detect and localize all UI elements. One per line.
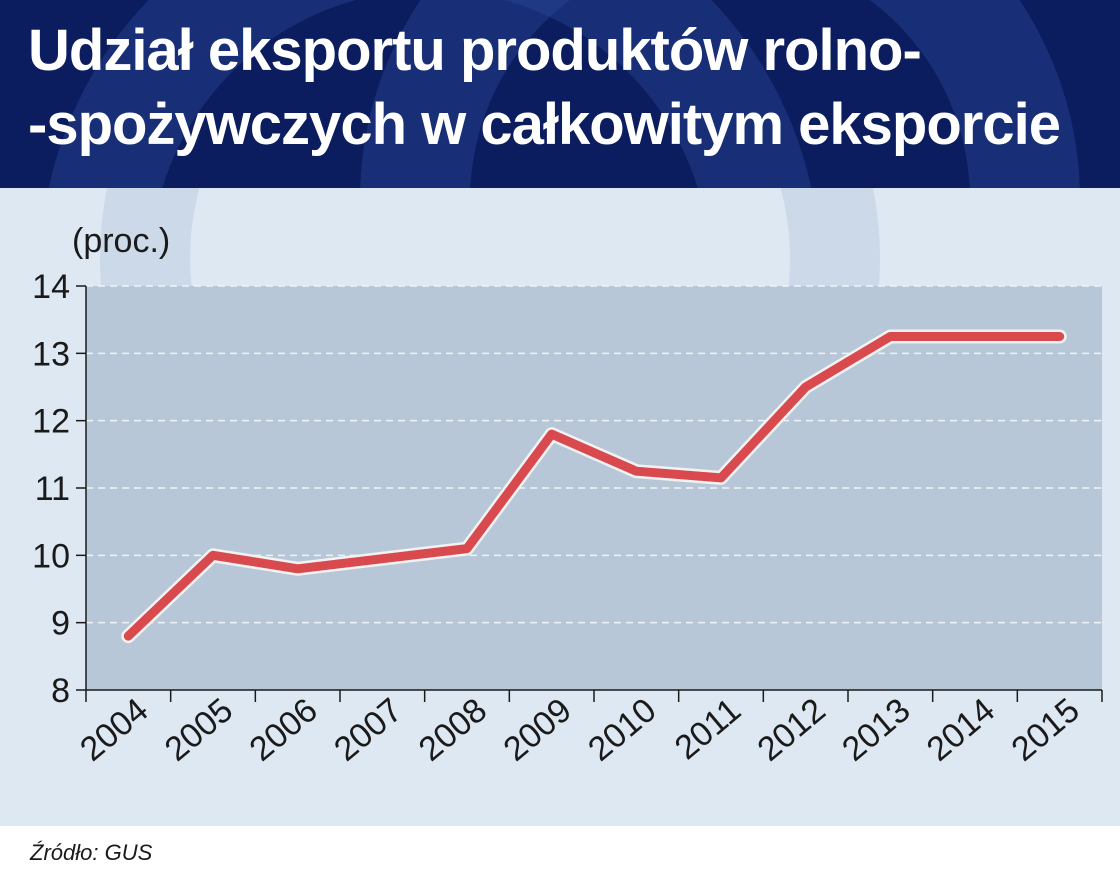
x-tick-label: 2013 [835, 691, 917, 769]
y-tick-label: 8 [51, 672, 70, 710]
x-tick-label: 2006 [242, 691, 324, 769]
footer: Źródło: GUS [0, 826, 1120, 880]
y-axis-unit-label: (proc.) [72, 222, 171, 260]
y-tick-label: 9 [51, 605, 70, 643]
x-tick-label: 2012 [750, 691, 832, 769]
chart-title: Udział eksportu produktów rolno- -spożyw… [28, 14, 1061, 162]
source-note: Źródło: GUS [30, 840, 153, 865]
series-line [123, 332, 1065, 641]
x-tick-label: 2005 [158, 691, 240, 769]
x-tick-label: 2004 [73, 691, 155, 769]
x-tick-label: 2015 [1004, 691, 1086, 769]
x-tick-label: 2008 [412, 691, 494, 769]
y-tick-label: 13 [32, 335, 70, 373]
y-tick-label: 11 [35, 470, 70, 508]
x-tick-label: 2010 [581, 691, 663, 769]
y-tick-label: 12 [32, 403, 70, 441]
line-chart: 8 9 10 11 12 13 14 2004 2005 2006 2007 2008 2009 2010… [32, 268, 1103, 769]
x-tick-label: 2011 [668, 691, 748, 767]
x-tick-label: 2007 [327, 691, 409, 769]
y-tick-label: 14 [32, 268, 70, 306]
x-tick-label: 2009 [496, 691, 578, 769]
y-tick-label: 10 [32, 537, 70, 575]
chart-title-line-2: -spożywczych w całkowitym eksporcie [28, 92, 1061, 157]
header-banner: Udział eksportu produktów rolno- -spożyw… [0, 0, 1120, 188]
chart-title-line-1: Udział eksportu produktów rolno- [28, 18, 922, 83]
x-tick-label: 2014 [920, 691, 1002, 769]
